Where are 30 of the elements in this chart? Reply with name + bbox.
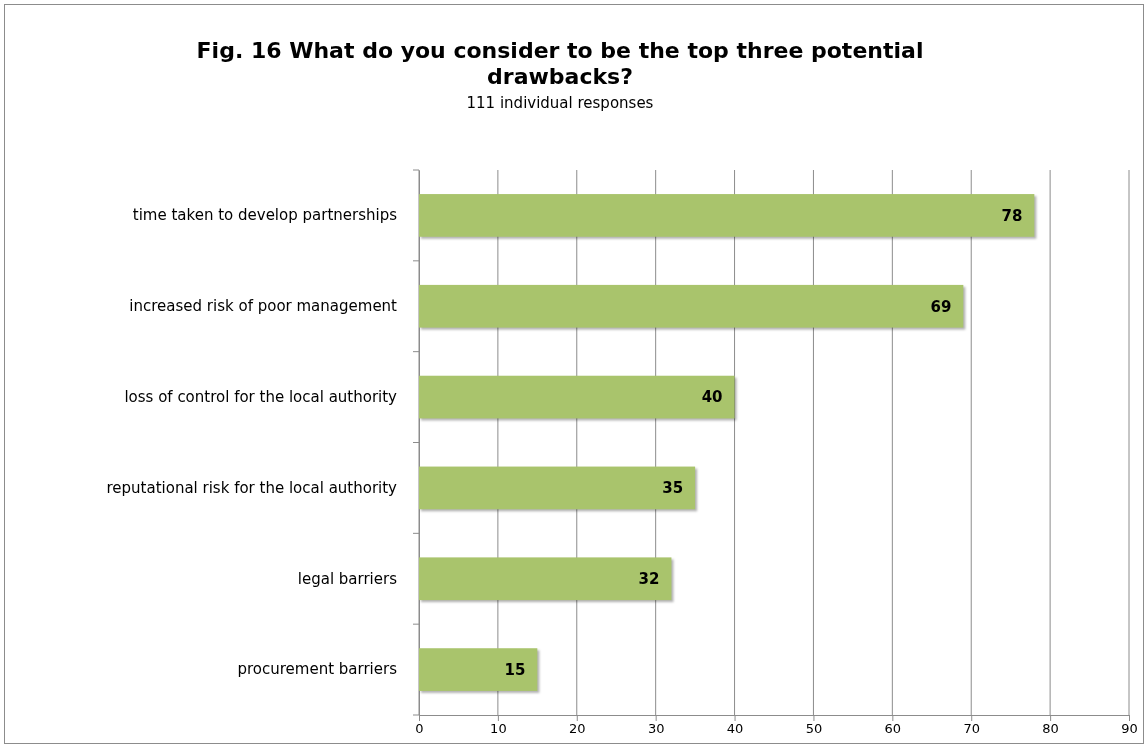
x-tick-label: 60: [884, 721, 902, 737]
data-label: 69: [930, 297, 952, 316]
bar: [419, 194, 1035, 237]
x-tick-label: 70: [963, 721, 980, 737]
bar: [419, 466, 696, 510]
x-tick-label: 10: [490, 721, 507, 737]
y-tick-label: reputational risk for the local authority: [106, 478, 398, 497]
data-label: 32: [638, 570, 660, 588]
data-label: 40: [701, 388, 723, 407]
y-tick-label: increased risk of poor management: [129, 297, 398, 316]
chart-title: Fig. 16 What do you consider to be the top three potential drawbacks?: [196, 38, 924, 89]
data-label: 15: [504, 660, 526, 679]
x-tick-label: 40: [726, 721, 744, 737]
y-tick-label: time taken to develop partnerships: [132, 206, 398, 225]
x-tick-label: 90: [1121, 721, 1138, 737]
data-label: 35: [662, 479, 684, 498]
x-tick-label: 50: [805, 721, 823, 737]
bar: [419, 375, 735, 419]
bar: [419, 557, 672, 601]
x-tick-label: 80: [1042, 721, 1059, 737]
data-label: 78: [1001, 206, 1023, 225]
y-tick-label: procurement barriers: [237, 660, 398, 679]
y-tick-label: legal barriers: [297, 569, 398, 588]
bar: [419, 284, 964, 328]
x-tick-label: 0: [415, 721, 424, 737]
y-tick-label: loss of control for the local authority: [124, 387, 398, 406]
x-tick-label: 20: [569, 721, 586, 737]
x-tick-label: 30: [647, 721, 665, 737]
bar: [419, 648, 538, 691]
chart-subtitle: 111 individual responses: [466, 94, 654, 112]
